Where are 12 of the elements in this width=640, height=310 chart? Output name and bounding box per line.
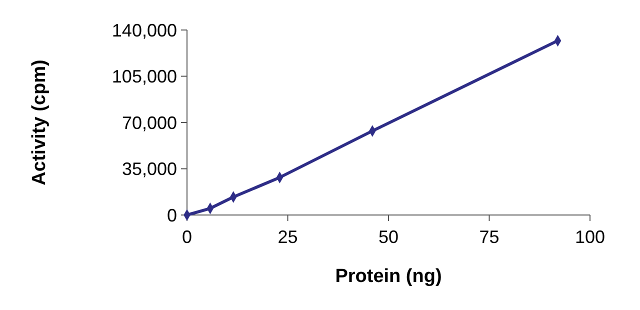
- y-tick-label: 70,000: [122, 112, 177, 133]
- x-tick-label: 50: [378, 227, 399, 247]
- y-tick-label: 0: [166, 205, 177, 226]
- x-tick-label: 0: [182, 227, 192, 247]
- x-axis-title: Protein (ng): [335, 266, 442, 287]
- x-tick-label: 25: [278, 227, 298, 247]
- x-tick-label: 75: [479, 227, 500, 247]
- y-tick-label: 35,000: [122, 159, 177, 180]
- y-axis-title: Activity (cpm): [29, 60, 50, 186]
- x-tick-label: 100: [574, 227, 606, 247]
- y-tick-label: 140,000: [112, 20, 177, 40]
- y-tick-label: 105,000: [112, 66, 177, 87]
